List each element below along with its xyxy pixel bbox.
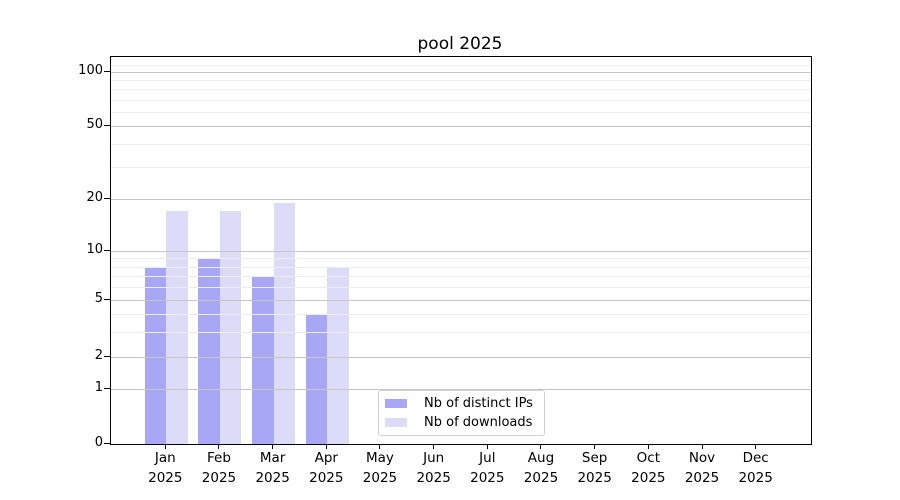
gridline-major: [111, 199, 811, 200]
x-axis-tick-label: Feb 2025: [201, 450, 237, 486]
gridline-minor: [111, 313, 811, 315]
x-axis-tick-mark: [272, 444, 274, 449]
bar-downloads-jan: [166, 211, 188, 444]
x-axis-tick-label: Jan 2025: [148, 450, 183, 486]
bar-downloads-feb: [219, 211, 242, 444]
y-axis-tick-mark: [104, 70, 110, 72]
y-axis-tick-label: 100: [78, 63, 103, 78]
bar-downloads-apr: [327, 266, 349, 444]
x-axis-tick-mark: [540, 444, 542, 449]
bar-distinct-ips-feb: [198, 258, 220, 444]
x-axis-tick-label: May 2025: [362, 450, 398, 486]
x-axis-tick-mark: [594, 444, 596, 449]
bar-distinct-ips-jan: [144, 266, 167, 444]
y-axis-tick-mark: [104, 387, 110, 389]
gridline-major: [111, 251, 811, 252]
gridline-minor: [111, 266, 811, 268]
x-axis-tick-label: Nov 2025: [684, 450, 720, 486]
y-axis-tick-mark: [104, 197, 110, 199]
y-axis-tick-mark: [104, 249, 110, 251]
x-axis-tick-label: Sep 2025: [577, 450, 612, 486]
legend-swatch-downloads: [385, 418, 407, 427]
gridline-major: [111, 300, 811, 301]
x-axis-tick-label: Aug 2025: [523, 450, 559, 486]
gridline-minor: [111, 166, 811, 168]
x-axis-tick-mark: [486, 444, 488, 449]
y-axis-tick-label: 20: [86, 190, 103, 205]
bar-distinct-ips-mar: [252, 276, 274, 444]
x-axis-tick-label: Oct 2025: [631, 450, 666, 486]
y-axis-tick-mark: [104, 355, 110, 357]
x-axis-tick-mark: [755, 444, 757, 449]
gridline-minor: [111, 111, 811, 113]
legend-swatch-distinct-ips: [385, 399, 407, 408]
legend-item-downloads: Nb of downloads: [385, 415, 544, 430]
y-axis-tick-mark: [104, 442, 110, 444]
gridline-major: [111, 389, 811, 390]
x-axis-tick-mark: [433, 444, 435, 449]
gridline-minor: [111, 80, 811, 82]
x-axis-tick-mark: [325, 444, 327, 449]
legend-label-downloads: Nb of downloads: [424, 415, 533, 430]
x-axis-tick-label: Apr 2025: [309, 450, 344, 486]
bar-downloads-mar: [273, 202, 296, 444]
gridline-major: [111, 126, 811, 127]
x-axis-tick-mark: [218, 444, 220, 449]
gridline-minor: [111, 258, 811, 260]
legend: Nb of distinct IPs Nb of downloads: [378, 390, 545, 436]
gridline-minor: [111, 99, 811, 101]
x-axis-tick-label: Dec 2025: [738, 450, 773, 486]
x-axis-tick-mark: [164, 444, 166, 449]
gridline-minor: [111, 64, 811, 66]
gridline-major: [111, 357, 811, 358]
y-axis-tick-label: 0: [94, 435, 103, 450]
y-axis-tick-label: 10: [86, 242, 103, 257]
gridline-minor: [111, 276, 811, 278]
chart-title: pool 2025: [417, 34, 503, 54]
gridline-minor: [111, 287, 811, 289]
legend-label-distinct-ips: Nb of distinct IPs: [424, 396, 533, 411]
y-axis-tick-mark: [104, 124, 110, 126]
y-axis-tick-label: 5: [94, 291, 103, 306]
gridline-minor: [111, 143, 811, 145]
x-axis-tick-label: Mar 2025: [255, 450, 290, 486]
y-axis-tick-label: 2: [94, 348, 103, 363]
gridline-minor: [111, 89, 811, 91]
x-axis-tick-mark: [701, 444, 703, 449]
x-axis-tick-mark: [647, 444, 649, 449]
x-axis-tick-mark: [379, 444, 381, 449]
gridline-major: [111, 72, 811, 73]
gridline-minor: [111, 331, 811, 333]
y-axis-tick-label: 50: [86, 117, 103, 132]
bar-distinct-ips-apr: [305, 313, 328, 444]
legend-item-distinct-ips: Nb of distinct IPs: [385, 396, 544, 411]
plot-area: [110, 56, 812, 445]
y-axis-tick-label: 1: [94, 380, 103, 395]
x-axis-tick-label: Jun 2025: [416, 450, 451, 486]
x-axis-tick-label: Jul 2025: [470, 450, 505, 486]
y-axis-tick-mark: [104, 298, 110, 300]
